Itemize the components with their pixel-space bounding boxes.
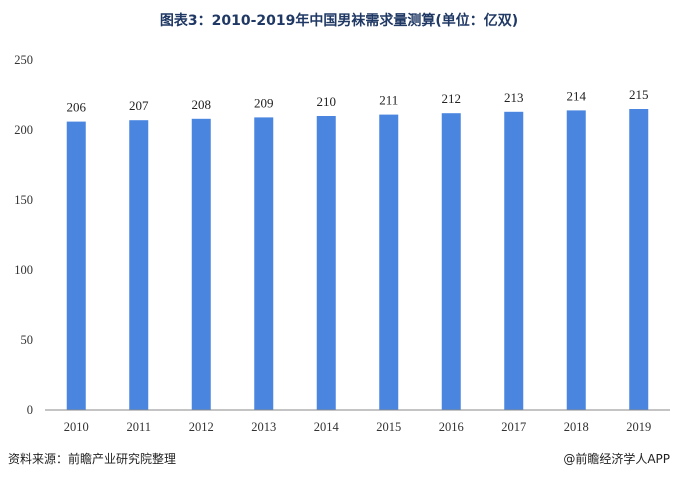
x-tick-label: 2010: [64, 420, 89, 434]
bar-value-label: 208: [192, 97, 212, 112]
y-tick-label: 100: [14, 263, 33, 277]
bar-value-label: 212: [442, 91, 462, 106]
x-tick-label: 2011: [126, 420, 151, 434]
bar: [254, 117, 274, 411]
x-tick-label: 2019: [626, 420, 651, 434]
x-tick-label: 2016: [439, 420, 464, 434]
x-axis: 2010 2011 2012 2013 2014 2015 2016 2017 2018 2019: [45, 409, 670, 434]
bar: [566, 110, 586, 411]
bar-value-label: 214: [567, 88, 587, 103]
x-tick-label: 2018: [564, 420, 589, 434]
bar: [629, 109, 649, 410]
bar-value-label: 210: [317, 94, 337, 109]
x-tick-label: 2014: [314, 420, 340, 434]
y-tick-label: 0: [27, 403, 33, 417]
chart-title: 图表3：2010-2019年中国男袜需求量测算(单位：亿双): [159, 13, 519, 29]
brand-label: @前瞻经济学人APP: [563, 452, 670, 466]
bar-value-label: 206: [67, 100, 87, 115]
bar-value-label: 215: [629, 87, 649, 102]
x-tick-label: 2017: [501, 420, 526, 434]
source-note: 资料来源：前瞻产业研究院整理: [8, 452, 177, 466]
bar-value-label: 209: [254, 95, 274, 110]
y-tick-label: 200: [14, 123, 33, 137]
y-tick-label: 50: [21, 333, 34, 347]
x-tick-label: 2013: [251, 420, 276, 434]
bar-value-label: 211: [379, 93, 398, 108]
y-axis: 0 50 100 150 200 250: [14, 53, 33, 417]
bar: [129, 120, 149, 410]
bar-value-label: 207: [129, 98, 149, 113]
bar: [504, 111, 524, 411]
x-tick-label: 2012: [189, 420, 214, 434]
y-tick-label: 150: [14, 193, 33, 207]
bars: 206 207 208 209 210 211 212 213 214 215: [66, 87, 649, 411]
bar: [316, 116, 336, 410]
bar: [379, 114, 399, 410]
bar: [191, 118, 211, 411]
bar-value-label: 213: [504, 90, 524, 105]
x-tick-label: 2015: [376, 420, 401, 434]
y-tick-label: 250: [14, 53, 33, 67]
bar: [441, 113, 461, 410]
bar: [66, 121, 86, 410]
